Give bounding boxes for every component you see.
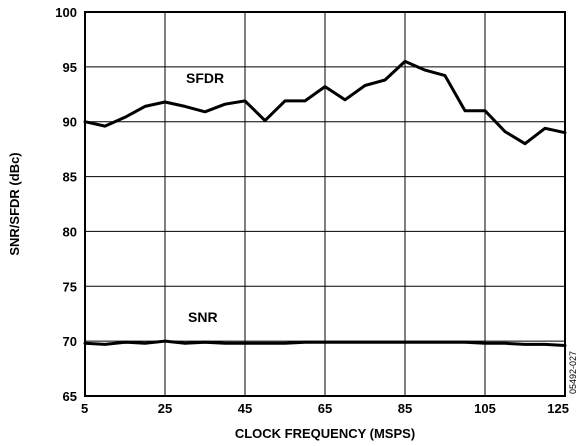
sfdr-series-label: SFDR bbox=[186, 70, 224, 86]
x-tick-label: 25 bbox=[158, 401, 172, 416]
x-tick-label: 65 bbox=[318, 401, 332, 416]
y-axis-title: SNR/SFDR (dBc) bbox=[7, 152, 22, 255]
x-axis-title: CLOCK FREQUENCY (MSPS) bbox=[235, 426, 415, 441]
figure-code: 05492-027 bbox=[568, 351, 578, 394]
snr-series-line bbox=[83, 339, 567, 347]
y-tick-label: 80 bbox=[63, 224, 77, 239]
y-tick-label: 85 bbox=[63, 170, 77, 185]
grid-lines bbox=[85, 12, 565, 396]
y-tick-label: 65 bbox=[63, 389, 77, 404]
y-tick-label: 70 bbox=[63, 334, 77, 349]
x-tick-labels: 5 25 45 65 85 105 125 bbox=[81, 401, 569, 416]
x-tick-label: 45 bbox=[238, 401, 252, 416]
x-tick-label: 125 bbox=[547, 401, 569, 416]
y-tick-label: 90 bbox=[63, 115, 77, 130]
plot-frame bbox=[84, 11, 566, 397]
sfdr-series-line bbox=[83, 59, 567, 146]
x-tick-label: 105 bbox=[474, 401, 496, 416]
series-lines bbox=[83, 59, 567, 347]
y-tick-label: 75 bbox=[63, 279, 77, 294]
x-tick-label: 5 bbox=[81, 401, 88, 416]
snr-series-label: SNR bbox=[188, 309, 218, 325]
x-tick-label: 85 bbox=[398, 401, 412, 416]
y-tick-labels: 65 70 75 80 85 90 95 100 bbox=[55, 5, 77, 404]
y-tick-label: 95 bbox=[63, 60, 77, 75]
y-tick-label: 100 bbox=[55, 5, 77, 20]
